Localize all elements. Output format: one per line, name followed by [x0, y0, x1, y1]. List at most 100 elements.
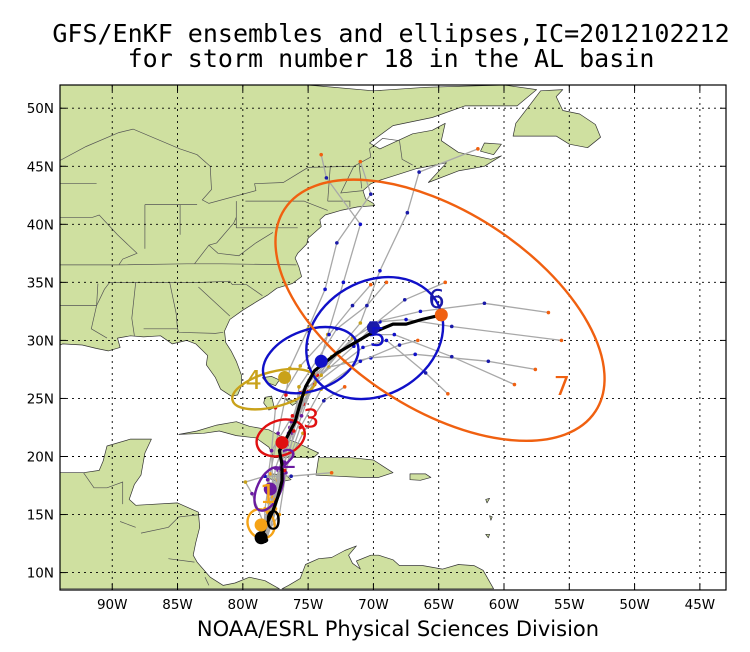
member-position-dot: [341, 280, 346, 285]
member-position-dot: [291, 429, 296, 433]
day-5-ellipse: [261, 325, 360, 395]
member-position-dot: [342, 385, 347, 389]
day-3-ellipse: [255, 418, 306, 458]
land-cape-breton: [480, 142, 502, 156]
day-label: 1: [260, 480, 277, 510]
lon-tick-label: 45W: [685, 597, 716, 613]
member-position-dot: [358, 222, 363, 227]
member-position-dot: [378, 268, 382, 273]
border-line: [140, 514, 202, 534]
day-label: 3: [303, 404, 320, 434]
day-label: 0: [265, 507, 282, 537]
member-position-dot: [369, 282, 373, 287]
member-position-dot: [423, 371, 428, 375]
border-line: [194, 244, 210, 265]
member-position-dot: [290, 414, 295, 418]
lon-tick-label: 60W: [489, 597, 520, 613]
member-position-dot: [533, 367, 538, 372]
title-line-2: for storm number 18 in the AL basin: [128, 44, 655, 73]
member-position-dot: [384, 338, 389, 343]
border-line: [235, 201, 298, 229]
map-frame: [59, 84, 727, 591]
member-position-dot: [449, 354, 454, 359]
lat-tick-label: 25N: [27, 391, 54, 407]
lat-tick-label: 35N: [27, 275, 54, 291]
latitude-axis: 50N 45N 40N 35N 30N 25N 20N 15N 10N: [27, 101, 726, 582]
member-position-dot: [268, 472, 273, 476]
member-position-dot: [335, 241, 339, 245]
member-position-dot: [358, 359, 363, 364]
member-position-dot: [384, 280, 389, 285]
day-label: 5: [369, 323, 386, 353]
day-label: 4: [245, 366, 262, 396]
border-line: [96, 282, 110, 306]
lat-tick-label: 30N: [27, 333, 54, 349]
border-line: [109, 280, 263, 296]
member-position-dot: [559, 338, 564, 343]
member-position-dot: [546, 310, 551, 315]
longitude-axis: 90W 85W 80W 75W 70W 65W 60W 55W 50W 45W: [97, 85, 715, 613]
border-line: [327, 200, 351, 207]
day-label: 2: [281, 445, 298, 475]
member-position-dot: [319, 373, 323, 378]
member-position-dot: [265, 477, 270, 482]
member-position-dot: [417, 170, 421, 174]
lon-tick-label: 50W: [619, 597, 650, 613]
lon-tick-label: 55W: [554, 597, 585, 613]
day-5-mean-position: [314, 354, 328, 368]
mean-track-line: [260, 313, 442, 541]
border-line: [143, 282, 178, 330]
lat-tick-label: 45N: [27, 159, 54, 175]
land-island: [485, 497, 490, 504]
day-7-mean-position: [434, 308, 448, 322]
member-position-dot: [443, 280, 448, 285]
member-position-dot: [282, 468, 287, 473]
border-line: [177, 328, 224, 334]
member-position-dot: [284, 393, 288, 397]
member-position-dot: [482, 301, 487, 306]
member-position-dot: [416, 338, 420, 343]
member-position-dot: [298, 364, 303, 368]
member-track: [264, 281, 446, 539]
day-7-ellipse: [274, 178, 606, 442]
border-line: [119, 521, 136, 528]
day-2-mean-position: [263, 482, 277, 496]
member-position-dot: [243, 480, 248, 484]
border-line: [198, 286, 231, 317]
member-position-dot: [369, 192, 373, 196]
member-position-dot: [512, 382, 517, 387]
member-position-dot: [449, 324, 454, 329]
border-line: [327, 166, 331, 202]
member-position-dot: [358, 159, 363, 164]
member-position-dot: [350, 303, 355, 308]
lat-tick-label: 50N: [27, 101, 54, 117]
day-1-ellipse: [246, 508, 276, 540]
lat-tick-label: 15N: [27, 508, 54, 524]
member-position-dot: [324, 176, 329, 180]
title-line-1: GFS/EnKF ensembles and ellipses,IC=20121…: [52, 19, 729, 48]
member-position-dot: [402, 297, 407, 302]
border-line: [83, 472, 124, 505]
ensemble-mean-track: [254, 308, 448, 545]
member-position-dot: [299, 414, 304, 418]
political-borders: [60, 128, 413, 586]
lat-lon-grid: [60, 85, 726, 590]
lat-tick-label: 40N: [27, 217, 54, 233]
member-position-dot: [404, 317, 408, 322]
member-position-dot: [277, 512, 282, 517]
land-island: [409, 473, 432, 481]
day-label: 6: [428, 285, 445, 315]
member-position-dot: [282, 460, 287, 465]
member-position-dot: [321, 398, 326, 403]
border-line: [168, 558, 195, 563]
border-line: [131, 282, 137, 336]
member-position-dot: [476, 147, 480, 151]
border-line: [340, 166, 364, 194]
member-position-dot: [486, 359, 491, 364]
member-position-dot: [329, 470, 334, 475]
border-line: [90, 305, 108, 339]
member-position-dot: [276, 431, 280, 436]
member-position-dot: [358, 321, 363, 325]
member-position-dot: [297, 385, 301, 389]
lat-tick-label: 10N: [27, 566, 54, 582]
